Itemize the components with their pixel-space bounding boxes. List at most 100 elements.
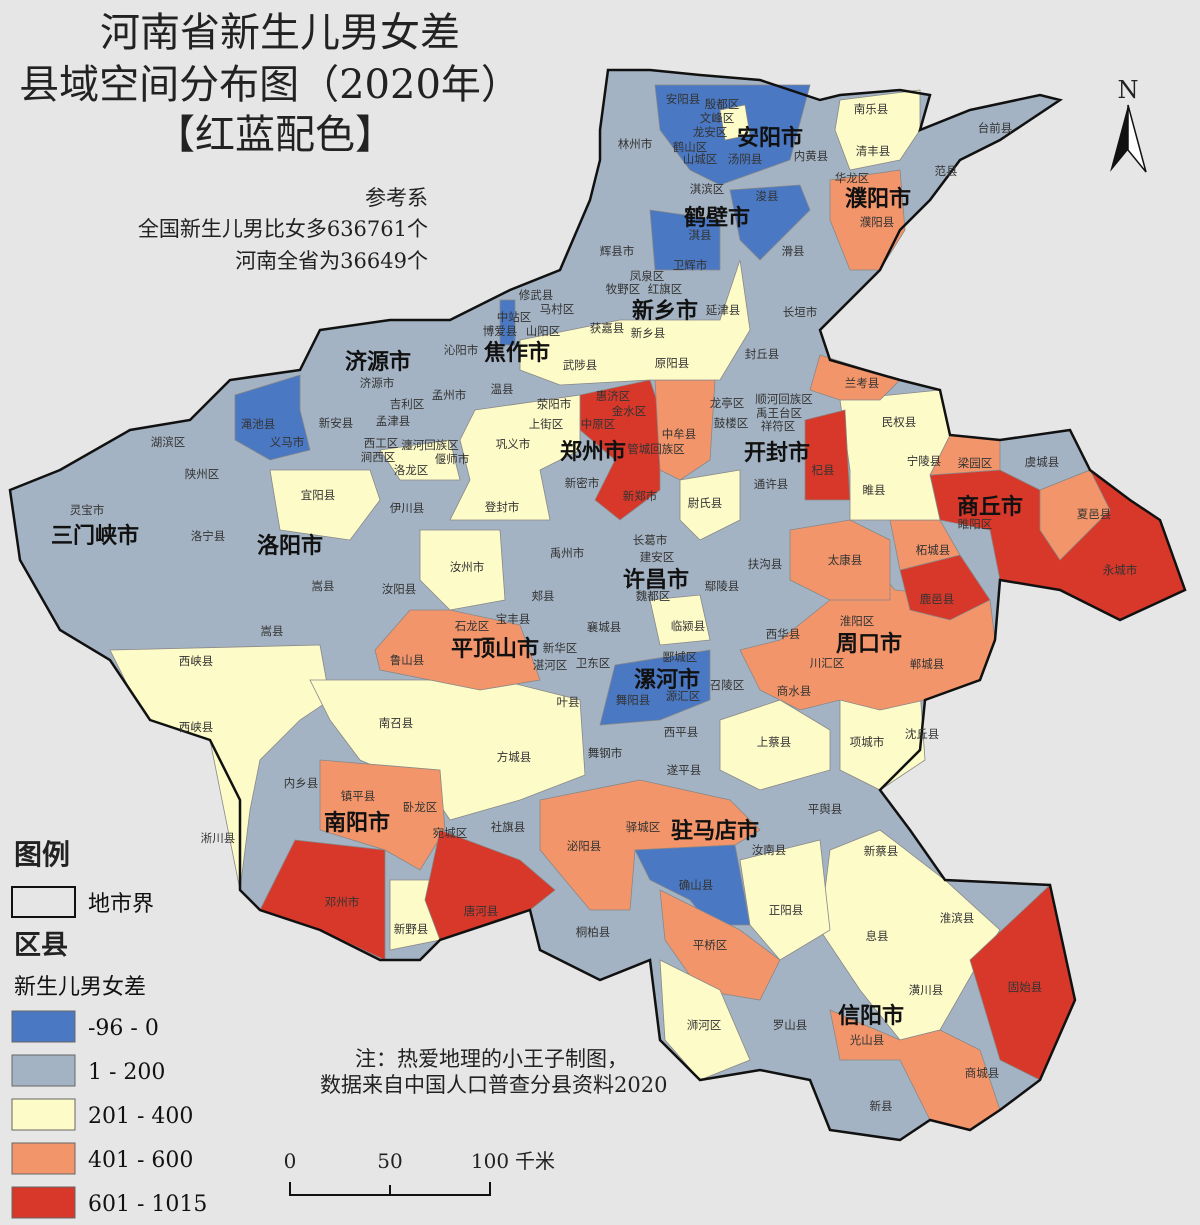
note-line-1: 注：热爱地理的小王子制图， xyxy=(355,1047,628,1071)
county-region xyxy=(579,379,661,521)
county-label: 凤泉区 xyxy=(630,269,665,283)
county-label: 博爱县 xyxy=(483,324,518,338)
county-label: 召陵区 xyxy=(710,678,745,692)
county-label: 西峡县 xyxy=(179,654,214,668)
county-label: 平桥区 xyxy=(693,938,728,952)
county-label: 吉利区 xyxy=(390,397,425,411)
county-label: 中站区 xyxy=(497,310,532,324)
county-label: 洛宁县 xyxy=(191,529,226,543)
county-region xyxy=(739,839,831,961)
legend-swatch xyxy=(11,1098,76,1131)
county-label: 唐河县 xyxy=(464,904,499,918)
province-boundary xyxy=(8,68,1187,1142)
county-label: 通许县 xyxy=(754,477,789,491)
county-label: 鹤山区 xyxy=(673,140,708,154)
county-label: 登封市 xyxy=(485,500,520,514)
county-label: 鲁山县 xyxy=(390,653,425,667)
scale-tick-0: 0 xyxy=(284,1149,297,1173)
legend-class-label: 401 - 600 xyxy=(88,1148,193,1173)
legend-field-title: 新生儿男女差 xyxy=(14,975,146,1000)
county-label: 汝阳县 xyxy=(382,582,417,596)
county-label: 宁陵县 xyxy=(907,454,942,468)
city-label: 开封市 xyxy=(744,440,810,466)
county-label: 濮阳县 xyxy=(860,215,895,229)
county-region xyxy=(649,209,721,271)
county-label: 沁阳市 xyxy=(444,343,479,357)
county-label: 鼓楼区 xyxy=(714,416,749,430)
title-line-3: 【红蓝配色】 xyxy=(155,112,395,158)
county-label: 舞阳县 xyxy=(616,693,651,707)
county-label: 渑池县 xyxy=(241,417,276,431)
county-label: 建安区 xyxy=(640,550,675,564)
county-region xyxy=(729,184,811,261)
county-label: 镇平县 xyxy=(341,789,376,803)
county-label: 封丘县 xyxy=(745,347,780,361)
county-label: 兰考县 xyxy=(845,376,880,390)
county-region xyxy=(834,89,921,171)
county-label: 山城区 xyxy=(683,152,718,166)
county-label: 商城县 xyxy=(965,1066,1000,1080)
county-label: 管城回族区 xyxy=(627,442,685,456)
county-label: 方城县 xyxy=(497,750,532,764)
county-label: 灵宝市 xyxy=(70,503,105,517)
county-label: 嵩县 xyxy=(261,624,284,638)
county-region xyxy=(519,259,751,386)
county-label: 荥阳市 xyxy=(537,397,572,411)
county-label: 宛城区 xyxy=(433,826,468,840)
city-label: 驻马店市 xyxy=(671,818,759,844)
county-label: 新乡县 xyxy=(631,326,666,340)
county-label: 宝丰县 xyxy=(496,612,531,626)
county-label: 新野县 xyxy=(394,922,429,936)
county-region xyxy=(649,594,711,646)
legend: 图例 地市界 区县 新生儿男女差 -96 - 0 1 - 200 201 - 400… xyxy=(11,838,207,1219)
county-label: 正阳县 xyxy=(769,903,804,917)
scale-unit: 千米 xyxy=(515,1149,555,1173)
city-label: 商丘市 xyxy=(957,494,1023,520)
county-label: 源汇区 xyxy=(666,689,701,703)
county-region xyxy=(374,609,541,691)
title-line-1: 河南省新生儿男女差 xyxy=(100,10,460,56)
county-label: 顺河回族区 xyxy=(755,392,813,406)
county-label: 内黄县 xyxy=(794,149,829,163)
county-label: 杞县 xyxy=(812,463,835,477)
annotation-line-2: 全国新生儿男比女多636761个 xyxy=(138,217,428,241)
county-label: 南召县 xyxy=(379,716,414,730)
county-label: 舞钢市 xyxy=(588,746,623,760)
county-label: 台前县 xyxy=(978,121,1013,135)
county-label: 龙安区 xyxy=(693,125,728,139)
county-region xyxy=(659,959,751,1081)
legend-class-label: 1 - 200 xyxy=(88,1060,165,1085)
legend-class-label: -96 - 0 xyxy=(88,1016,159,1041)
north-arrow-icon xyxy=(1110,105,1128,172)
legend-swatch xyxy=(11,1054,76,1087)
city-label: 南阳市 xyxy=(324,810,390,836)
county-label: 宜阳县 xyxy=(301,488,336,502)
county-label: 鹿邑县 xyxy=(920,592,955,606)
county-label: 祥符区 xyxy=(761,419,796,433)
city-label: 新乡市 xyxy=(632,298,698,324)
county-label: 新郑市 xyxy=(623,489,658,503)
county-label: 禹王台区 xyxy=(756,406,802,420)
county-label: 滑县 xyxy=(782,244,805,258)
county-label: 巩义市 xyxy=(496,437,531,451)
county-region xyxy=(659,889,781,1001)
county-region xyxy=(804,409,851,501)
title-line-2: 县域空间分布图（2020年） xyxy=(19,62,521,108)
county-label: 惠济区 xyxy=(596,389,631,403)
county-label: 牧野区 xyxy=(606,282,641,296)
city-label: 许昌市 xyxy=(623,567,689,593)
county-label: 辉县市 xyxy=(600,244,635,258)
county-label: 新安县 xyxy=(319,416,354,430)
county-label: 浚县 xyxy=(756,189,779,203)
county-region xyxy=(319,759,446,871)
county-region xyxy=(309,679,586,821)
scale-tick-50: 50 xyxy=(377,1149,402,1173)
county-label: 内乡县 xyxy=(284,776,319,790)
county-region xyxy=(234,374,311,461)
county-label: 郏县 xyxy=(532,589,555,603)
county-regions xyxy=(9,69,1186,1141)
county-label: 淮阳区 xyxy=(840,614,875,628)
